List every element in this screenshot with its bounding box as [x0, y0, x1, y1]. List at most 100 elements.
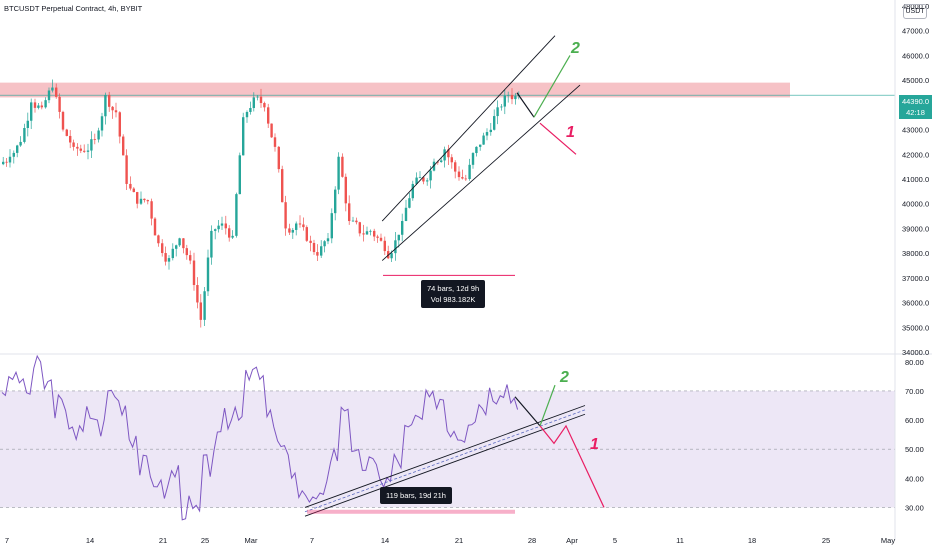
candle-body: [242, 117, 245, 156]
candle-body: [418, 177, 422, 179]
candle-body: [72, 142, 75, 147]
candle-body: [281, 169, 284, 203]
candle-body: [76, 146, 79, 149]
time-tick-label: 14: [86, 536, 94, 545]
rsi-tick-label: 50.00: [905, 445, 924, 454]
candle-body: [220, 223, 224, 226]
candle-body: [284, 202, 287, 229]
candle-body: [362, 233, 365, 235]
candle-body: [8, 156, 12, 163]
candle-body: [245, 111, 249, 118]
candle-body: [93, 139, 96, 141]
rsi-scenario-2-label: 2: [559, 369, 569, 386]
candle-body: [479, 144, 482, 147]
candle-body: [252, 97, 255, 109]
time-tick-label: 18: [748, 536, 756, 545]
candle-body: [326, 238, 330, 242]
candle-body: [309, 240, 312, 243]
time-tick-label: 7: [5, 536, 9, 545]
candle-body: [510, 94, 514, 100]
candle-body: [61, 111, 65, 130]
candle-body: [157, 235, 160, 244]
candle-body: [206, 257, 210, 292]
candle-body: [256, 96, 259, 98]
candle-body: [503, 95, 506, 107]
candle-body: [178, 238, 181, 246]
candle-body: [373, 230, 376, 237]
candle-body: [30, 102, 33, 121]
candle-body: [249, 108, 252, 112]
candle-body: [118, 112, 121, 137]
price-tick-label: 37000.0: [902, 274, 929, 283]
candle-body: [55, 87, 58, 97]
candle-body: [238, 155, 241, 195]
price-pullback-arrow: [516, 92, 535, 118]
time-tick-label: 21: [455, 536, 463, 545]
candle-body: [514, 96, 517, 100]
candle-body: [489, 129, 492, 133]
price-tick-label: 42000.0: [902, 150, 929, 159]
candle-body: [267, 107, 270, 124]
candle-body: [390, 253, 393, 259]
candle-body: [65, 129, 68, 136]
rsi-range-band: [307, 509, 515, 514]
candle-body: [323, 241, 326, 247]
last-price-tag: 44390.0 42:18: [899, 95, 932, 119]
candle-body: [111, 106, 114, 111]
candle-body: [436, 161, 439, 163]
candle-body: [507, 94, 510, 96]
candle-body: [100, 116, 104, 131]
candle-body: [443, 149, 446, 161]
rsi-pullback-arrow: [514, 396, 541, 427]
candle-body: [217, 225, 220, 230]
candle-body: [273, 137, 277, 147]
candle-body: [348, 203, 351, 222]
candle-body: [79, 148, 82, 151]
candle-body: [365, 231, 369, 235]
channel-upper-line: [381, 35, 556, 222]
candle-body: [139, 198, 143, 204]
candle-body: [429, 170, 432, 181]
candle-body: [97, 130, 100, 140]
candle-body: [411, 183, 414, 199]
price-up-arrow: [533, 55, 571, 118]
candle-body: [316, 252, 319, 256]
price-tick-label: 47000.0: [902, 27, 929, 36]
candle-body: [312, 242, 316, 253]
candle-body: [461, 177, 464, 179]
rsi-up-arrow: [539, 384, 556, 427]
price-tick-label: 39000.0: [902, 224, 929, 233]
price-tick-label: 45000.0: [902, 76, 929, 85]
currency-button[interactable]: USDT: [903, 4, 927, 19]
candle-body: [228, 228, 231, 238]
candle-body: [355, 220, 358, 223]
price-tick-label: 40000.0: [902, 200, 929, 209]
bar-countdown: 42:18: [906, 108, 925, 117]
price-range-volume: Vol 983.182K: [430, 295, 476, 304]
candle-body: [83, 150, 86, 152]
candle-body: [471, 153, 475, 165]
candle-body: [164, 253, 167, 262]
candle-body: [185, 248, 188, 256]
candle-body: [305, 227, 308, 241]
candle-body: [291, 229, 294, 233]
candle-body: [450, 157, 453, 163]
time-tick-label: 25: [822, 536, 830, 545]
candle-body: [47, 90, 51, 101]
candle-body: [23, 128, 26, 142]
candle-body: [496, 107, 499, 117]
time-tick-label: 28: [528, 536, 536, 545]
candle-body: [394, 240, 397, 254]
candle-body: [16, 145, 19, 153]
rsi-tick-label: 40.00: [905, 474, 924, 483]
price-tick-label: 43000.0: [902, 126, 929, 135]
price-tick-label: 46000.0: [902, 51, 929, 60]
candle-body: [440, 160, 443, 162]
candle-body: [344, 176, 347, 204]
candle-body: [408, 198, 411, 208]
rsi-tick-label: 30.00: [905, 503, 924, 512]
candle-body: [295, 223, 298, 230]
candle-body: [19, 141, 22, 146]
